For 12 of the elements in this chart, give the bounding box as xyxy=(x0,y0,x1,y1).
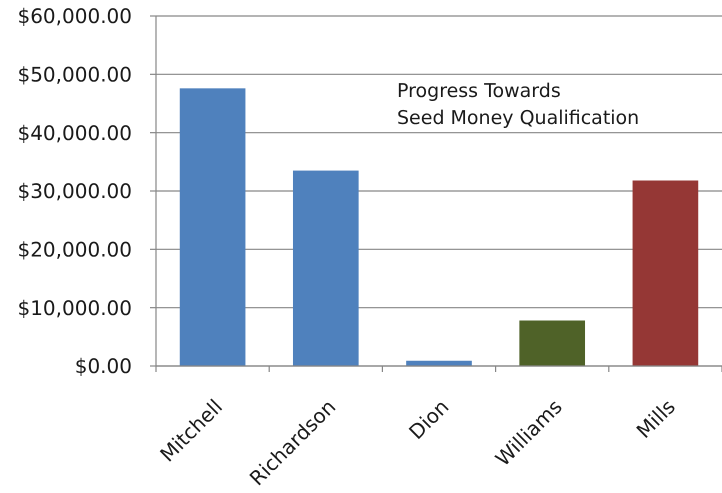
y-tick-label: $10,000.00 xyxy=(17,296,132,320)
y-tick-label: $50,000.00 xyxy=(17,62,132,87)
bar xyxy=(632,180,698,366)
y-tick-label: $40,000.00 xyxy=(17,120,132,145)
y-tick-label: $30,000.00 xyxy=(17,179,132,204)
y-tick-label: $60,000.00 xyxy=(17,4,132,28)
bar xyxy=(292,170,359,366)
y-tick-label: $0.00 xyxy=(74,354,132,378)
bar xyxy=(519,320,586,366)
text: Progress Towards Seed Money Qualification xyxy=(397,80,640,129)
bar xyxy=(180,88,246,366)
y-tick-label: $20,000.00 xyxy=(17,238,132,262)
